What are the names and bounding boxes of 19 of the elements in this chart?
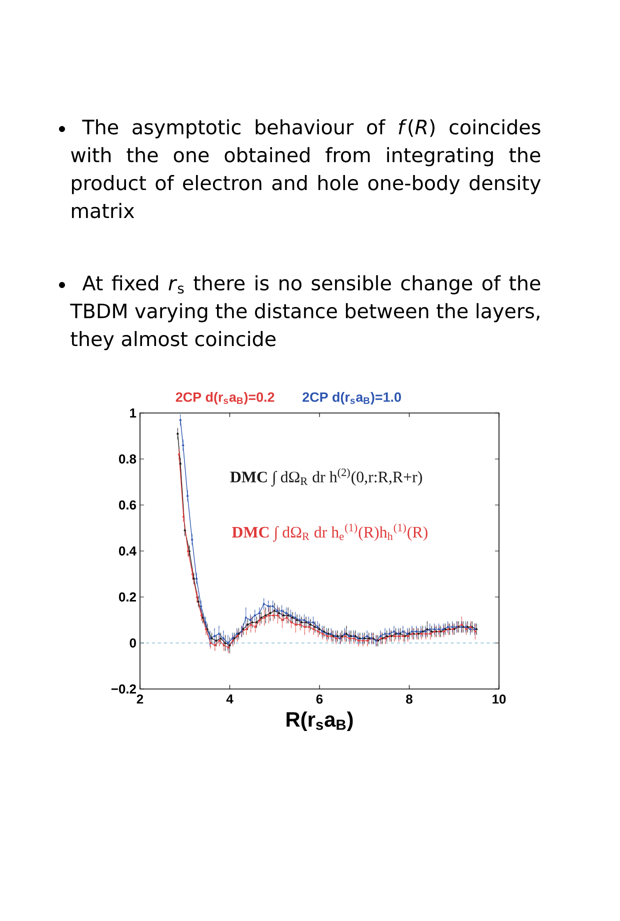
text: The asymptotic behaviour of f(R) coincides with the one obtained from integrating the product of electron and hole one-body density matrix <box>71 119 541 218</box>
y-tick-label: 0.2 <box>118 592 136 602</box>
y-tick-label: −0.2 <box>111 684 136 694</box>
x-tick-label: 8 <box>406 694 412 704</box>
x-tick-label: 4 <box>226 694 234 704</box>
x-tick-label: 10 <box>492 694 506 704</box>
y-tick-label: 0.8 <box>118 454 136 464</box>
text: At fixed r$_{s}$ there is no sensible change of the TBDM varying the distance between the layers, they almost coincide <box>70 275 540 350</box>
x-axis-title: R(r$_{s}$a$_{B}$) <box>286 712 353 732</box>
text: DMC ∫ dΩ$_{R}$ dr h$_{e}$$^{(1)}$(R)h$_{h}$$^{(1)}$(R) <box>232 523 428 542</box>
y-tick-label: 1 <box>130 408 136 418</box>
y-tick-label: 0.6 <box>118 500 136 510</box>
text: DMC ∫ dΩ$_{R}$ dr h$^{(2)}$(0,r:R,R+r) <box>230 468 422 487</box>
y-tick-label: 0.4 <box>118 546 136 556</box>
text: 2CP d(r$_{s}$a$_{B}$)=1.0 <box>302 392 401 405</box>
y-tick-label: 0 <box>130 638 136 648</box>
x-tick-label: 6 <box>316 694 323 704</box>
text: 2CP d(r$_{s}$a$_{B}$)=0.2 <box>176 392 274 405</box>
x-tick-label: 2 <box>136 694 144 704</box>
